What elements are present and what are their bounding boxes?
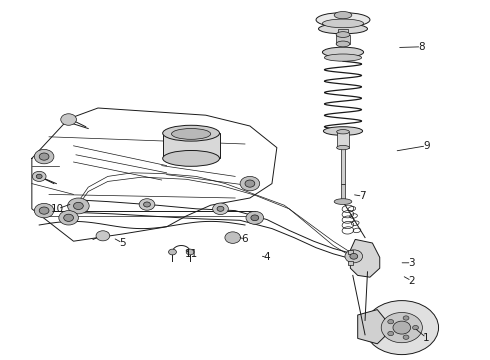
Circle shape	[213, 203, 228, 215]
Ellipse shape	[336, 41, 350, 47]
Circle shape	[186, 249, 194, 255]
Circle shape	[64, 214, 74, 221]
Circle shape	[246, 211, 264, 224]
Text: 3: 3	[408, 258, 415, 268]
Text: 7: 7	[359, 191, 366, 201]
Circle shape	[245, 180, 255, 187]
Circle shape	[350, 253, 358, 259]
Polygon shape	[350, 239, 380, 277]
Circle shape	[144, 202, 150, 207]
Text: 8: 8	[418, 42, 425, 52]
Circle shape	[74, 202, 83, 210]
Text: 9: 9	[423, 141, 430, 151]
Text: 4: 4	[264, 252, 270, 262]
Text: 1: 1	[423, 333, 430, 343]
Circle shape	[345, 250, 363, 263]
Bar	[337, 132, 349, 148]
Circle shape	[39, 153, 49, 160]
Ellipse shape	[336, 32, 350, 37]
Circle shape	[68, 198, 89, 214]
Polygon shape	[358, 310, 385, 344]
Circle shape	[39, 207, 49, 214]
Bar	[338, 29, 348, 34]
Ellipse shape	[334, 12, 352, 19]
Circle shape	[365, 301, 439, 355]
Circle shape	[59, 211, 78, 225]
Circle shape	[32, 171, 46, 181]
Circle shape	[217, 206, 224, 211]
Ellipse shape	[322, 19, 364, 28]
Circle shape	[388, 320, 393, 324]
Bar	[163, 133, 220, 158]
Bar	[348, 261, 353, 265]
Text: 6: 6	[242, 234, 248, 244]
Circle shape	[251, 215, 259, 221]
Ellipse shape	[337, 145, 349, 150]
Ellipse shape	[334, 199, 352, 204]
Circle shape	[36, 174, 42, 179]
Bar	[341, 148, 345, 184]
Text: 2: 2	[408, 276, 415, 286]
Circle shape	[403, 316, 409, 320]
Ellipse shape	[163, 150, 220, 166]
Circle shape	[388, 331, 393, 336]
Bar	[336, 35, 350, 44]
Circle shape	[225, 232, 241, 243]
Circle shape	[240, 176, 260, 191]
Circle shape	[169, 249, 176, 255]
Ellipse shape	[337, 130, 349, 134]
Circle shape	[96, 231, 110, 241]
Circle shape	[403, 335, 409, 339]
Circle shape	[413, 325, 418, 330]
Circle shape	[393, 321, 411, 334]
Bar	[341, 184, 345, 202]
Ellipse shape	[323, 127, 363, 135]
Ellipse shape	[316, 13, 370, 27]
Circle shape	[381, 312, 422, 343]
Text: 11: 11	[184, 249, 198, 259]
Ellipse shape	[322, 47, 364, 57]
Text: 10: 10	[51, 204, 64, 214]
Circle shape	[34, 203, 54, 218]
Ellipse shape	[324, 54, 362, 61]
Circle shape	[139, 199, 155, 210]
Bar	[348, 250, 353, 254]
Ellipse shape	[318, 24, 368, 34]
Circle shape	[61, 114, 76, 125]
Circle shape	[34, 149, 54, 164]
Ellipse shape	[172, 129, 211, 139]
Text: 5: 5	[119, 238, 126, 248]
Ellipse shape	[163, 125, 220, 141]
